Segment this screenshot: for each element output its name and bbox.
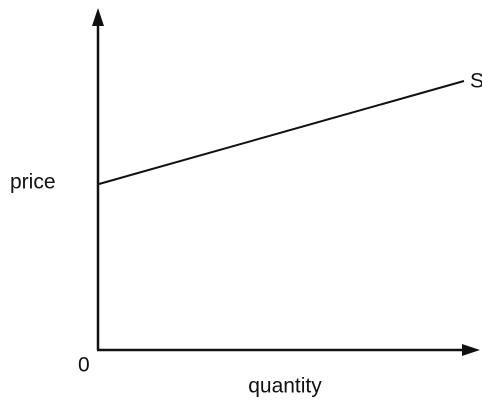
curve-label: S <box>470 70 482 93</box>
y-axis-label: price <box>10 171 56 194</box>
origin-label: 0 <box>78 354 90 377</box>
supply-curve <box>98 80 465 185</box>
x-axis-label: quantity <box>248 375 322 398</box>
x-axis-arrow <box>462 344 480 356</box>
y-axis-arrow <box>92 8 104 26</box>
